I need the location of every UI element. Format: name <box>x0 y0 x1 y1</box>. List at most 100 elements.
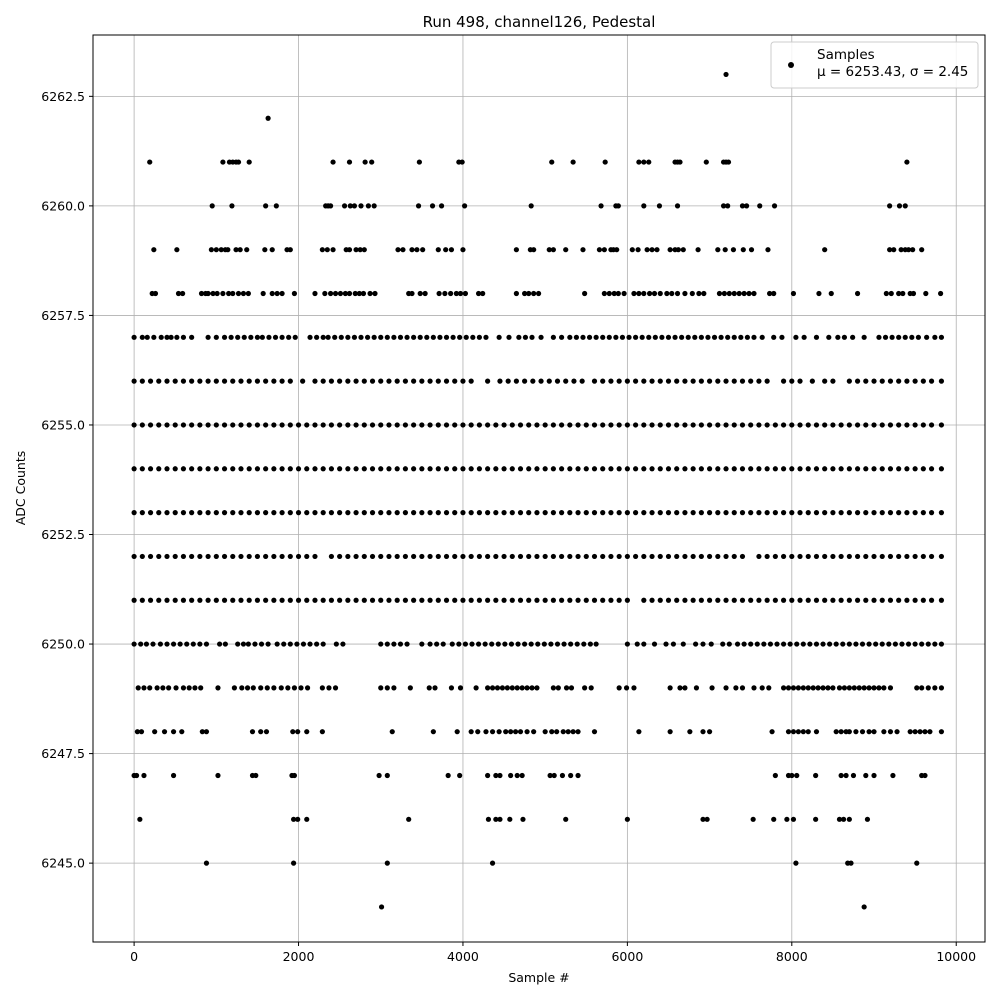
data-point <box>218 247 224 253</box>
data-point <box>459 159 465 165</box>
data-point <box>353 597 359 603</box>
data-point <box>938 334 945 340</box>
data-point <box>651 290 658 297</box>
data-point <box>506 334 512 340</box>
data-point <box>641 378 647 384</box>
data-point <box>259 334 265 340</box>
data-point <box>164 334 170 340</box>
data-point <box>443 466 450 472</box>
data-point <box>764 466 770 472</box>
data-point <box>856 685 862 691</box>
data-point <box>748 247 755 253</box>
data-point <box>435 509 441 516</box>
data-point <box>830 378 836 384</box>
data-point <box>780 509 787 516</box>
data-point <box>237 247 243 253</box>
data-point <box>649 466 655 472</box>
data-point <box>830 422 836 428</box>
data-point <box>319 247 325 253</box>
data-point <box>828 290 834 297</box>
data-point <box>406 816 412 822</box>
data-point <box>759 685 765 691</box>
data-point <box>674 466 680 472</box>
data-point <box>489 685 496 691</box>
data-point <box>330 159 336 165</box>
data-point <box>715 553 721 560</box>
data-point <box>739 553 746 560</box>
data-point <box>526 290 532 297</box>
data-point <box>601 290 607 297</box>
data-point <box>905 247 912 253</box>
data-point <box>131 641 137 647</box>
y-tick-label: 6247.5 <box>41 746 85 761</box>
data-point <box>526 509 532 516</box>
x-tick-label: 4000 <box>447 949 479 964</box>
data-point <box>879 422 885 428</box>
data-point <box>493 816 499 822</box>
data-point <box>131 378 137 384</box>
data-point <box>657 509 663 516</box>
data-point <box>353 422 359 428</box>
data-point <box>864 816 871 822</box>
data-point <box>548 641 554 647</box>
data-point <box>703 159 709 165</box>
data-point <box>416 159 422 165</box>
data-point <box>813 772 819 779</box>
data-point <box>698 466 704 472</box>
data-point <box>411 378 417 384</box>
data-point <box>489 729 496 735</box>
data-point <box>172 422 178 428</box>
data-point <box>623 685 630 691</box>
data-point <box>725 203 731 209</box>
data-point <box>876 685 882 691</box>
data-point <box>156 422 162 428</box>
data-point <box>134 729 140 735</box>
data-point <box>332 334 338 340</box>
data-point <box>457 290 464 297</box>
data-point <box>846 553 852 560</box>
data-point <box>718 334 724 340</box>
data-point <box>711 334 718 340</box>
data-point <box>513 378 519 384</box>
data-point <box>485 816 492 822</box>
data-point <box>298 685 304 691</box>
data-point <box>184 641 190 647</box>
data-point <box>278 685 284 691</box>
data-point <box>667 685 673 691</box>
data-point <box>443 247 449 253</box>
data-point <box>361 422 367 428</box>
data-point <box>542 597 548 603</box>
data-point <box>386 553 392 560</box>
data-point <box>271 466 277 472</box>
data-point <box>575 553 581 560</box>
data-point <box>263 553 269 560</box>
data-point <box>871 729 877 735</box>
data-point <box>822 247 828 253</box>
data-point <box>493 772 499 779</box>
data-point <box>501 553 507 560</box>
data-point <box>632 509 639 516</box>
plot-frame <box>92 34 986 943</box>
data-point <box>501 466 507 472</box>
data-point <box>680 641 686 647</box>
data-point <box>173 685 179 691</box>
data-point <box>738 334 744 340</box>
data-point <box>460 247 466 253</box>
data-point <box>530 378 536 384</box>
data-point <box>896 553 902 560</box>
data-point <box>580 334 586 340</box>
data-point <box>559 334 565 340</box>
data-point <box>156 466 162 472</box>
data-point <box>263 378 269 384</box>
data-point <box>407 685 413 691</box>
data-point <box>889 334 895 340</box>
data-point <box>910 247 916 253</box>
data-point <box>358 203 364 209</box>
data-point <box>198 290 205 297</box>
data-point <box>715 597 721 603</box>
data-point <box>813 553 820 560</box>
data-point <box>241 334 247 340</box>
data-point <box>358 334 364 340</box>
data-point <box>560 729 566 735</box>
data-point <box>213 509 219 516</box>
